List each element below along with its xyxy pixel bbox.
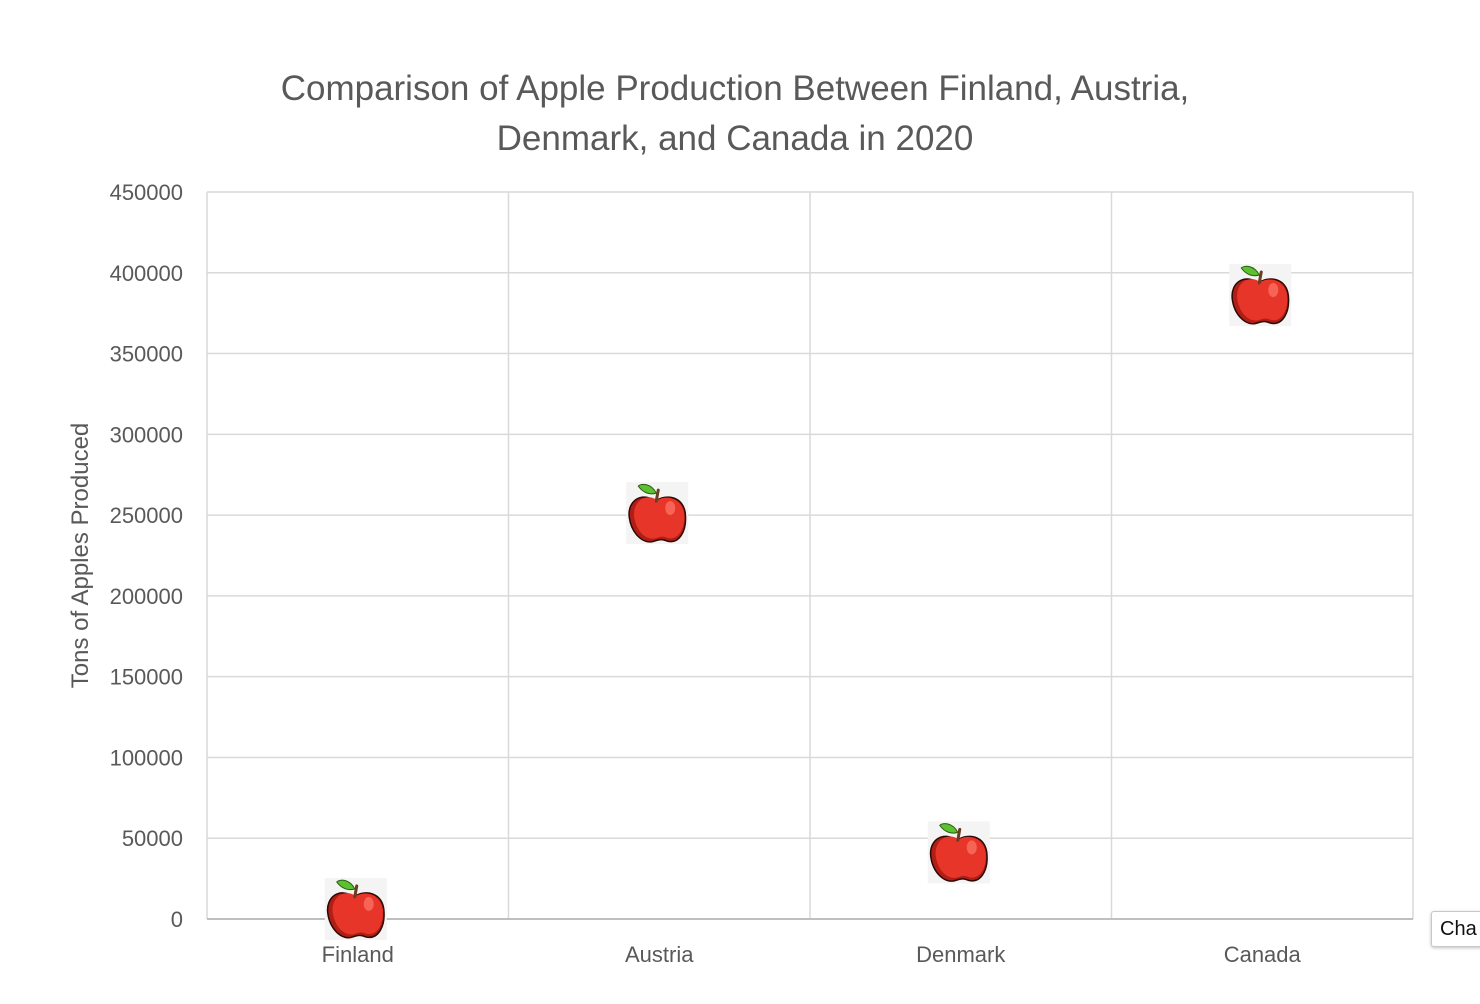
apple-highlight — [363, 896, 374, 911]
apple-stem — [1257, 270, 1263, 285]
y-tick-label: 250000 — [110, 503, 183, 528]
apple-stem — [353, 884, 359, 899]
y-tick-label: 400000 — [110, 261, 183, 286]
y-tick-label: 350000 — [110, 342, 183, 367]
y-tick-label: 50000 — [122, 826, 183, 851]
x-tick-label: Canada — [1224, 942, 1302, 967]
y-gridlines — [206, 191, 1414, 919]
data-point-apple-icon[interactable] — [626, 482, 689, 545]
apple-leaf — [939, 823, 959, 834]
data-point-apple-icon[interactable] — [1229, 264, 1292, 327]
apple-stem — [956, 827, 962, 842]
data-point-apple-icon[interactable] — [324, 877, 387, 940]
apple-body — [935, 836, 986, 878]
chart-tooltip-label: Cha — [1440, 918, 1477, 940]
apple-highlight — [665, 501, 676, 516]
chart-title: Comparison of Apple Production Between F… — [175, 64, 1295, 164]
apple-body — [332, 893, 383, 935]
apple-body — [634, 497, 685, 539]
chart-title-line-2: Denmark, and Canada in 2020 — [496, 119, 974, 158]
y-tick-label: 300000 — [110, 422, 183, 447]
apple-leaf — [637, 483, 657, 495]
apple-leaf — [336, 879, 356, 891]
x-tick-label: Austria — [625, 942, 694, 967]
x-tick-label: Finland — [322, 942, 394, 967]
apple-body — [1237, 279, 1288, 321]
data-point-apple-icon[interactable] — [927, 821, 990, 884]
y-tick-label: 200000 — [110, 584, 183, 609]
x-tick-label: Denmark — [916, 942, 1006, 967]
y-tick-label: 100000 — [110, 745, 183, 770]
apple-highlight — [1268, 283, 1279, 298]
chart-tooltip-chip[interactable]: Cha — [1431, 911, 1480, 947]
chart-title-line-1: Comparison of Apple Production Between F… — [280, 69, 1190, 108]
y-tick-label: 450000 — [110, 180, 183, 205]
y-tick-label: 150000 — [110, 665, 183, 690]
apple-leaf — [1240, 265, 1260, 277]
apple-highlight — [966, 840, 977, 855]
y-tick-label: 0 — [171, 907, 183, 932]
apple-stem — [654, 488, 660, 503]
y-axis-title: Tons of Apples Produced — [67, 423, 94, 689]
